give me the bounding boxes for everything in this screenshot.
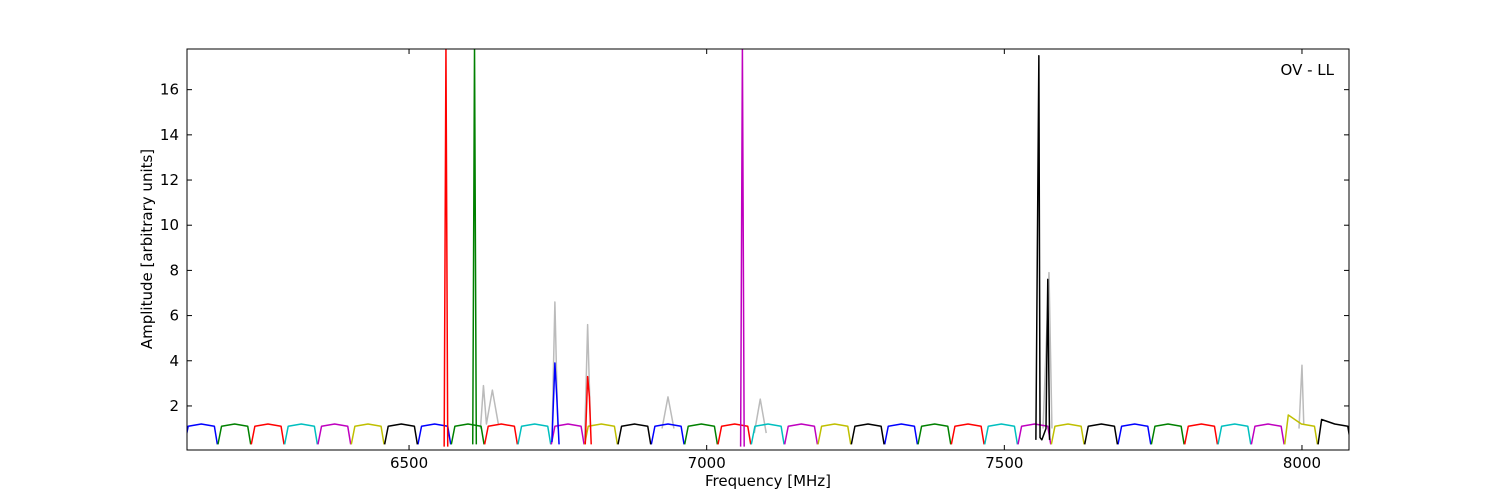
x-tick-label: 8000: [1283, 454, 1321, 472]
spectrum-line: [383, 418, 1349, 445]
y-tick-label: 4: [169, 352, 179, 370]
spectrum-line: [551, 362, 560, 445]
y-axis-label: Amplitude [arbitrary units]: [138, 149, 156, 349]
spectrum-line: [443, 49, 449, 447]
y-tick-label: 6: [169, 307, 179, 325]
spectrum-line: [250, 423, 1219, 445]
plot-area: [187, 49, 1349, 447]
y-tick-label: 12: [160, 171, 179, 189]
spectrum-line: [187, 423, 1152, 445]
x-tick-label: 7500: [985, 454, 1023, 472]
y-tick-label: 2: [169, 397, 179, 415]
x-axis-label: Frequency [MHz]: [705, 472, 831, 490]
spectrum-line: [317, 423, 1285, 445]
annotation: OV - LL: [1281, 61, 1335, 79]
spectrum-line: [217, 423, 1185, 445]
y-tick-label: 10: [160, 216, 179, 234]
spectrum-line: [283, 423, 1252, 445]
spectrum-line: [584, 375, 592, 445]
y-tick-label: 14: [160, 126, 179, 144]
x-tick-label: 7000: [688, 454, 726, 472]
y-tick-label: 8: [169, 261, 179, 279]
y-tick-label: 16: [160, 81, 179, 99]
spectrum-line: [471, 49, 478, 445]
spectrum-line: [1035, 55, 1051, 441]
axes-frame: [186, 48, 1350, 451]
spectrum-line: [739, 49, 745, 447]
spectrum-line: [350, 414, 1319, 445]
x-tick-label: 6500: [390, 454, 428, 472]
spectrum-line: [479, 271, 1305, 440]
